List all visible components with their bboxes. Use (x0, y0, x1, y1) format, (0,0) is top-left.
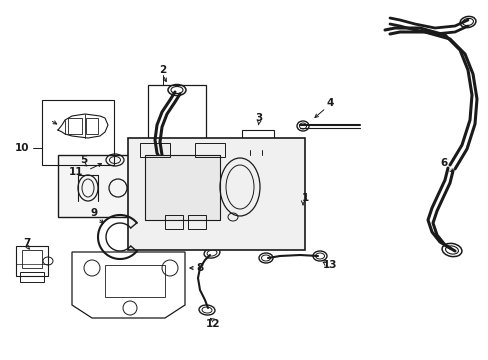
Bar (195, 143, 224, 157)
Text: 2: 2 (159, 65, 166, 75)
Text: 9: 9 (90, 208, 98, 218)
Bar (42, 100, 114, 165)
Bar (16, 246, 48, 276)
Bar (105, 265, 164, 297)
Text: 11: 11 (69, 167, 83, 177)
Bar (164, 215, 183, 229)
Bar (68, 118, 82, 134)
Text: 8: 8 (196, 263, 203, 273)
Bar (140, 143, 170, 157)
Text: 3: 3 (255, 113, 262, 123)
Bar (22, 250, 42, 268)
Bar (242, 130, 273, 150)
Bar (245, 147, 269, 155)
Bar (86, 118, 98, 134)
Bar (20, 272, 44, 282)
Text: 4: 4 (325, 98, 333, 108)
Bar (128, 138, 305, 250)
Text: 6: 6 (440, 158, 447, 168)
Text: 10: 10 (15, 143, 29, 153)
Bar (58, 155, 148, 217)
Bar (145, 155, 220, 220)
Text: 12: 12 (205, 319, 220, 329)
Text: 13: 13 (322, 260, 337, 270)
Text: 1: 1 (302, 193, 308, 203)
Text: 5: 5 (80, 155, 87, 165)
Text: 7: 7 (23, 238, 31, 248)
Bar (187, 215, 205, 229)
Bar (148, 85, 205, 153)
